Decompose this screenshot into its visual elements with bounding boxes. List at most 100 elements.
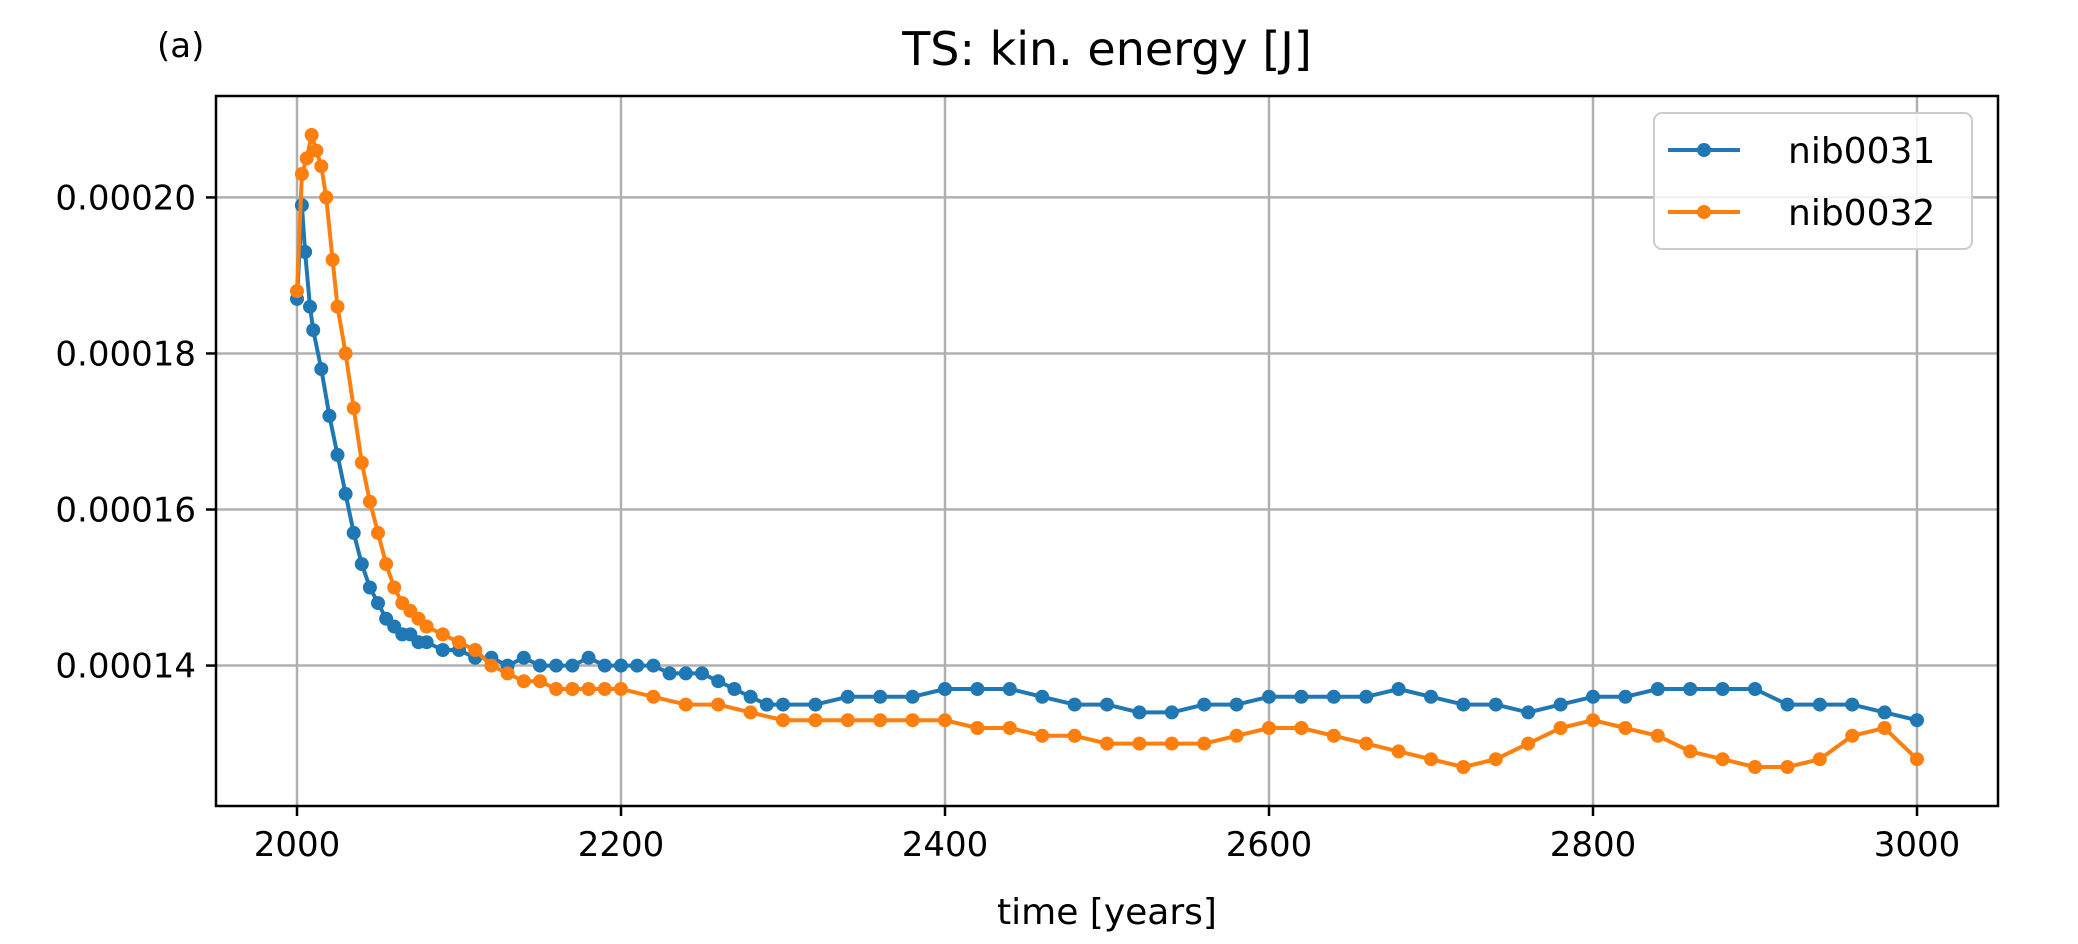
data-point-nib0032 xyxy=(354,455,369,470)
data-point-nib0032 xyxy=(1488,752,1503,767)
series-nib0031 xyxy=(290,198,1924,728)
data-point-nib0032 xyxy=(362,494,377,509)
data-point-nib0031 xyxy=(565,658,580,673)
data-point-nib0032 xyxy=(808,713,823,728)
data-point-nib0031 xyxy=(759,697,774,712)
data-point-nib0032 xyxy=(1715,752,1730,767)
data-point-nib0032 xyxy=(516,674,531,689)
data-point-nib0031 xyxy=(1164,705,1179,720)
data-point-nib0031 xyxy=(1586,689,1600,704)
data-point-nib0032 xyxy=(468,643,483,657)
data-point-nib0032 xyxy=(1067,728,1082,743)
data-point-nib0032 xyxy=(581,682,596,696)
data-point-nib0032 xyxy=(1812,752,1827,767)
data-point-nib0032 xyxy=(314,159,329,174)
data-point-nib0032 xyxy=(1683,744,1698,759)
data-point-nib0032 xyxy=(1748,760,1762,774)
data-point-nib0032 xyxy=(1326,728,1341,743)
data-point-nib0032 xyxy=(565,682,580,696)
data-point-nib0031 xyxy=(970,682,985,696)
data-point-nib0032 xyxy=(419,619,434,634)
data-point-nib0032 xyxy=(1164,736,1179,751)
data-point-nib0031 xyxy=(1100,697,1114,712)
data-point-nib0031 xyxy=(1229,697,1244,712)
axis-ticks: 2000 2200 2400 2600 2800 3000 0.00014 0.00016 0.… xyxy=(55,178,1960,865)
data-point-nib0031 xyxy=(1456,697,1471,712)
chart-title: TS: kin. energy [J] xyxy=(902,22,1312,76)
data-point-nib0032 xyxy=(1650,728,1665,743)
x-tick-label: 2400 xyxy=(902,825,989,865)
x-tick-label: 2600 xyxy=(1226,825,1313,865)
data-point-nib0031 xyxy=(330,447,345,462)
data-point-nib0031 xyxy=(533,658,547,673)
data-point-nib0031 xyxy=(905,689,920,704)
legend-marker-nib0031 xyxy=(1697,143,1711,157)
data-point-nib0032 xyxy=(1877,721,1892,735)
data-point-nib0031 xyxy=(298,245,313,259)
data-point-nib0031 xyxy=(646,658,661,673)
data-point-nib0032 xyxy=(1002,721,1017,735)
data-point-nib0032 xyxy=(1780,760,1795,774)
x-axis-label: time [years] xyxy=(997,892,1217,933)
data-point-nib0032 xyxy=(484,658,499,673)
data-point-nib0031 xyxy=(1910,713,1924,728)
legend: nib0031 nib0032 xyxy=(1653,112,1973,250)
data-point-nib0032 xyxy=(325,252,340,267)
data-point-nib0032 xyxy=(873,713,888,728)
data-point-nib0032 xyxy=(1618,721,1633,735)
data-point-nib0032 xyxy=(319,190,334,205)
data-point-nib0031 xyxy=(1748,682,1762,696)
data-point-nib0031 xyxy=(1553,697,1568,712)
data-point-nib0031 xyxy=(1035,689,1050,704)
data-point-nib0031 xyxy=(727,682,742,696)
data-point-nib0032 xyxy=(1100,736,1114,751)
data-point-nib0031 xyxy=(873,689,888,704)
series-line-nib0031 xyxy=(295,203,1918,723)
data-point-nib0032 xyxy=(371,525,385,540)
data-point-nib0031 xyxy=(1618,689,1633,704)
data-point-nib0031 xyxy=(1262,689,1276,704)
x-tick-label: 2000 xyxy=(254,825,341,865)
data-point-nib0031 xyxy=(1391,682,1406,696)
data-point-nib0032 xyxy=(549,682,564,696)
x-tick-label: 2800 xyxy=(1550,825,1637,865)
data-point-nib0031 xyxy=(435,643,450,657)
data-point-nib0031 xyxy=(662,666,677,681)
data-point-nib0031 xyxy=(711,674,726,689)
data-point-nib0032 xyxy=(1521,736,1536,751)
data-point-nib0032 xyxy=(646,689,661,704)
data-point-nib0032 xyxy=(290,284,304,299)
legend-box xyxy=(1653,112,1973,250)
data-point-nib0031 xyxy=(743,689,758,704)
data-point-nib0032 xyxy=(1262,721,1276,735)
data-point-nib0031 xyxy=(840,689,855,704)
data-point-nib0031 xyxy=(1780,697,1795,712)
data-point-nib0031 xyxy=(1424,689,1438,704)
data-point-nib0032 xyxy=(346,401,361,416)
data-point-nib0031 xyxy=(1132,705,1147,720)
data-point-nib0032 xyxy=(1229,728,1244,743)
data-point-nib0032 xyxy=(776,713,790,728)
x-tick-label: 3000 xyxy=(1874,825,1961,865)
data-point-nib0031 xyxy=(371,596,385,611)
data-point-nib0032 xyxy=(597,682,612,696)
data-point-nib0031 xyxy=(1845,697,1860,712)
data-point-nib0032 xyxy=(500,666,515,681)
data-point-nib0031 xyxy=(630,658,645,673)
data-point-nib0032 xyxy=(1553,721,1568,735)
data-point-nib0032 xyxy=(711,697,726,712)
data-point-nib0031 xyxy=(346,525,361,540)
data-point-nib0032 xyxy=(304,128,319,142)
data-point-nib0032 xyxy=(387,580,402,595)
data-point-nib0032 xyxy=(294,167,309,181)
data-point-nib0031 xyxy=(1650,682,1665,696)
data-point-nib0032 xyxy=(678,697,693,712)
data-point-nib0031 xyxy=(808,697,823,712)
data-point-nib0031 xyxy=(614,658,628,673)
data-point-nib0032 xyxy=(1359,736,1374,751)
data-point-nib0032 xyxy=(1424,752,1438,767)
data-point-nib0032 xyxy=(840,713,855,728)
data-point-nib0031 xyxy=(314,362,329,377)
data-point-nib0032 xyxy=(1910,752,1924,767)
data-point-nib0032 xyxy=(299,151,314,166)
